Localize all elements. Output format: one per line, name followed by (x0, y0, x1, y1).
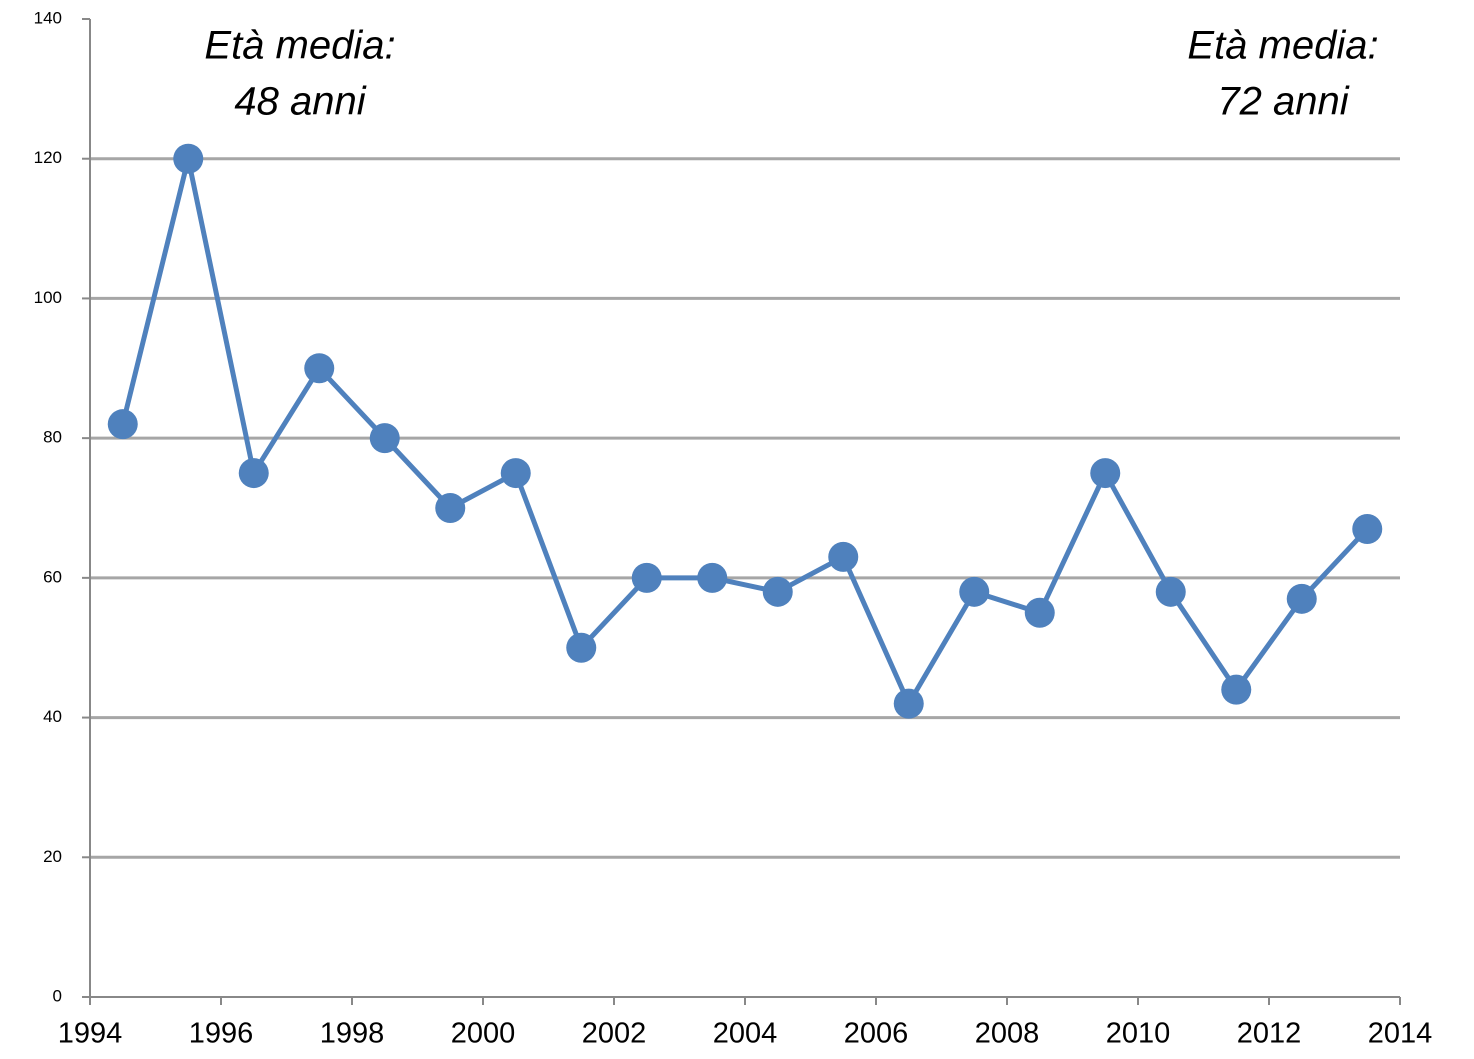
x-tick-label: 2006 (844, 1018, 909, 1050)
y-tick-label: 120 (34, 148, 62, 167)
data-point (304, 353, 335, 384)
x-tick-label: 1998 (320, 1018, 385, 1050)
data-point (566, 632, 597, 663)
x-tick-label: 2014 (1368, 1018, 1433, 1050)
x-tick-label: 2012 (1237, 1018, 1302, 1050)
annotation: 48 anni (234, 80, 366, 124)
data-point (435, 493, 466, 523)
y-tick-label: 40 (43, 707, 62, 726)
data-point (238, 458, 269, 489)
y-tick-label: 100 (34, 288, 62, 307)
x-tick-label: 2008 (975, 1018, 1040, 1050)
x-tick-label: 1994 (58, 1018, 123, 1050)
x-tick-label: 2010 (1106, 1018, 1171, 1050)
data-point (631, 562, 662, 593)
data-point (893, 688, 924, 719)
data-point (1286, 583, 1317, 614)
data-point (107, 409, 138, 440)
x-tick-label: 1996 (189, 1018, 254, 1050)
data-point (1221, 674, 1252, 705)
annotation: Età media: (1187, 24, 1378, 68)
data-point (500, 458, 531, 489)
data-point (959, 576, 990, 607)
annotation: 72 anni (1217, 80, 1349, 124)
data-point (828, 541, 859, 572)
x-tick-label: 2000 (451, 1018, 516, 1050)
data-point (1155, 576, 1186, 607)
y-tick-label: 0 (53, 986, 62, 1005)
data-point (1024, 597, 1055, 628)
data-point (697, 562, 728, 593)
y-tick-label: 80 (43, 428, 62, 447)
data-line (120, 156, 1370, 707)
y-tick-label: 140 (34, 8, 62, 27)
y-tick-label: 20 (43, 847, 62, 866)
data-point (173, 143, 204, 174)
data-point (1352, 513, 1383, 544)
y-tick-label: 60 (43, 567, 62, 586)
data-point (762, 576, 793, 607)
annotation: Età media: (204, 24, 395, 68)
data-point (1090, 458, 1121, 489)
data-point (369, 423, 400, 454)
x-tick-label: 2002 (582, 1018, 647, 1050)
x-tick-label: 2004 (713, 1018, 778, 1050)
